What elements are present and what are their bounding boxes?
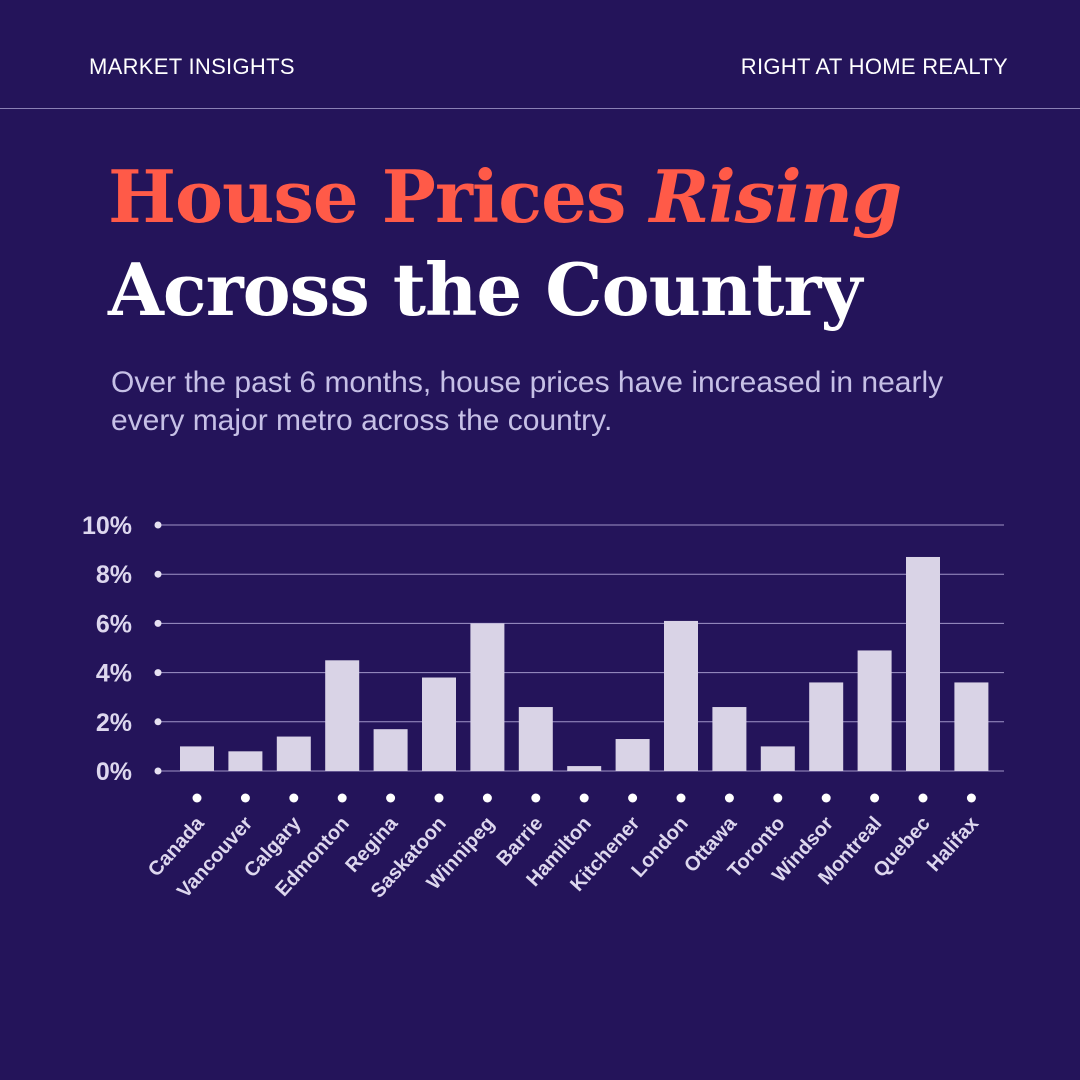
category-dot bbox=[773, 793, 783, 803]
bar bbox=[180, 746, 214, 771]
category-dot bbox=[386, 793, 396, 803]
bar bbox=[373, 729, 408, 771]
gridline-dot bbox=[154, 767, 162, 775]
bar-chart: 0% 2% 4% 6% 8% 10% CanadaVancouverCalgaryEdmo… bbox=[82, 512, 1004, 903]
category-dot bbox=[337, 793, 347, 803]
bar bbox=[567, 766, 602, 771]
category-dot bbox=[821, 793, 831, 803]
bar bbox=[470, 623, 505, 771]
y-tick-label: 8% bbox=[96, 561, 132, 589]
category-dot bbox=[579, 793, 589, 803]
headline-line-1: House Prices Rising bbox=[108, 150, 1068, 243]
gridline-dot bbox=[154, 521, 162, 529]
bar bbox=[276, 736, 311, 771]
headline-part-1: House Prices bbox=[108, 154, 650, 239]
top-bar: MARKET INSIGHTS RIGHT AT HOME REALTY bbox=[0, 0, 1080, 109]
x-axis-labels: CanadaVancouverCalgaryEdmontonReginaSask… bbox=[144, 793, 983, 903]
y-tick-label: 4% bbox=[96, 660, 132, 688]
y-tick-label: 0% bbox=[96, 758, 132, 786]
category-dot bbox=[628, 793, 638, 803]
category-dot bbox=[531, 793, 541, 803]
bars bbox=[180, 556, 989, 771]
bar bbox=[954, 682, 989, 771]
category-dot bbox=[918, 793, 928, 803]
bar bbox=[906, 556, 940, 771]
category-dot bbox=[676, 793, 686, 803]
headline: House Prices Rising Across the Country bbox=[108, 150, 1068, 336]
bar bbox=[325, 660, 360, 771]
category-dot bbox=[289, 793, 299, 803]
section-label: MARKET INSIGHTS bbox=[89, 54, 295, 79]
gridline-dot bbox=[154, 718, 162, 726]
gridline-dot bbox=[154, 669, 162, 677]
bar bbox=[712, 707, 747, 771]
category-dot bbox=[240, 793, 250, 803]
category-dot bbox=[434, 793, 444, 803]
bar bbox=[518, 707, 553, 771]
bar bbox=[228, 751, 263, 771]
grid-lines: 0% 2% 4% 6% 8% 10% bbox=[82, 512, 1004, 786]
y-tick-label: 6% bbox=[96, 610, 132, 638]
y-tick-label: 2% bbox=[96, 709, 132, 737]
subtitle: Over the past 6 months, house prices hav… bbox=[111, 366, 944, 437]
bar bbox=[857, 650, 892, 771]
bar bbox=[760, 746, 795, 771]
category-dot bbox=[192, 793, 202, 803]
category-dot bbox=[966, 793, 976, 803]
bar bbox=[809, 682, 844, 771]
category-dot bbox=[870, 793, 880, 803]
category-dot bbox=[724, 793, 734, 803]
headline-emphasis: Rising bbox=[649, 154, 902, 239]
bar bbox=[664, 620, 698, 771]
gridline-dot bbox=[154, 570, 162, 578]
x-tick-label: Halifax bbox=[923, 813, 983, 876]
bar bbox=[615, 739, 650, 771]
brand-name: RIGHT AT HOME REALTY bbox=[740, 54, 1008, 79]
headline-line-2: Across the Country bbox=[108, 247, 862, 332]
category-dot bbox=[482, 793, 492, 803]
gridline-dot bbox=[154, 619, 162, 627]
bar bbox=[422, 677, 456, 771]
y-tick-label: 10% bbox=[82, 512, 132, 540]
